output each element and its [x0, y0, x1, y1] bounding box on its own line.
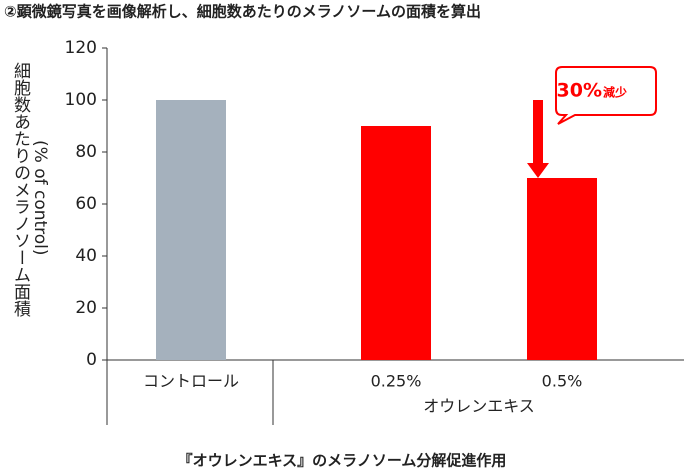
- arrow-shaft: [533, 100, 543, 164]
- chart-title: ②顕微鏡写真を画像解析し、細胞数あたりのメラノソームの面積を算出: [4, 3, 481, 21]
- y-tick-label: 0: [86, 350, 97, 370]
- callout-bubble: [555, 66, 657, 125]
- bar: [361, 126, 431, 360]
- bar: [527, 178, 597, 360]
- group-label: オウレンエキス: [423, 397, 535, 416]
- bar: [156, 100, 226, 360]
- x-tick-label: 0.5%: [542, 372, 583, 391]
- x-tick-label: コントロール: [143, 372, 239, 391]
- caption: 『オウレンエキス』のメラノソーム分解促進作用: [178, 452, 507, 470]
- x-tick-label: 0.25%: [371, 372, 422, 391]
- y-tick-label: 80: [75, 142, 97, 162]
- annotation: 減少: [603, 85, 627, 100]
- y-tick-label: 40: [75, 246, 97, 266]
- annotation: 30%: [557, 80, 602, 102]
- y-tick-label: 120: [65, 38, 97, 58]
- y-tick-label: 60: [75, 194, 97, 214]
- y-tick-label: 20: [75, 298, 97, 318]
- y-tick-label: 100: [65, 90, 97, 110]
- arrow-head: [527, 163, 549, 178]
- y-axis-label: 細胞数あたりのメラノソーム面積: [10, 62, 30, 317]
- y-axis-unit: (% of control): [30, 140, 50, 256]
